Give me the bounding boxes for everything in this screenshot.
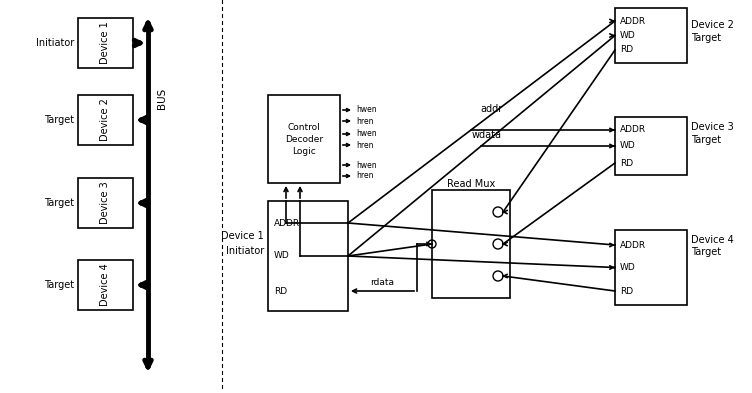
Text: hwen: hwen	[356, 105, 377, 114]
Bar	[615, 230, 687, 305]
Text: Device 1: Device 1	[221, 231, 264, 241]
Text: hren: hren	[356, 141, 374, 149]
Bar	[78, 178, 133, 228]
Bar	[78, 95, 133, 145]
Text: Logic: Logic	[292, 147, 316, 156]
Text: RD: RD	[620, 46, 633, 55]
Bar	[268, 95, 340, 183]
Text: WD: WD	[620, 141, 635, 151]
Text: Device 4: Device 4	[101, 264, 111, 307]
Text: WD: WD	[620, 31, 635, 40]
Text: WD: WD	[274, 252, 290, 261]
Text: Device 2: Device 2	[691, 20, 734, 30]
Text: wdata: wdata	[472, 130, 502, 140]
Text: BUS: BUS	[157, 87, 167, 108]
Text: Initiator: Initiator	[226, 246, 264, 256]
Text: WD: WD	[620, 263, 635, 272]
Text: Target: Target	[691, 135, 721, 145]
Bar	[78, 260, 133, 310]
Text: ADDR: ADDR	[620, 241, 646, 250]
Text: Device 3: Device 3	[691, 122, 734, 132]
Text: hwen: hwen	[356, 160, 377, 169]
Bar	[268, 201, 348, 311]
Text: Initiator: Initiator	[36, 38, 74, 48]
Text: addr: addr	[481, 104, 502, 114]
Text: hwen: hwen	[356, 130, 377, 138]
Text: RD: RD	[620, 158, 633, 167]
Text: hren: hren	[356, 116, 374, 125]
Text: ADDR: ADDR	[274, 219, 300, 228]
Text: Target: Target	[44, 198, 74, 208]
Bar	[615, 117, 687, 175]
Bar	[432, 190, 510, 298]
Text: rdata: rdata	[371, 278, 395, 287]
Text: Device 3: Device 3	[101, 182, 111, 224]
Bar	[78, 18, 133, 68]
Text: Control: Control	[287, 123, 320, 132]
Text: Target: Target	[691, 33, 721, 43]
Text: Device 4: Device 4	[691, 235, 734, 245]
Text: Decoder: Decoder	[285, 134, 323, 143]
Text: Read Mux: Read Mux	[447, 179, 495, 189]
Text: Target: Target	[691, 247, 721, 257]
Text: hren: hren	[356, 171, 374, 180]
Text: RD: RD	[620, 286, 633, 296]
Text: RD: RD	[274, 286, 287, 296]
Text: Target: Target	[44, 280, 74, 290]
Bar	[615, 8, 687, 63]
Text: ADDR: ADDR	[620, 17, 646, 26]
Text: Device 1: Device 1	[101, 22, 111, 64]
Text: Device 2: Device 2	[101, 99, 111, 141]
Text: Target: Target	[44, 115, 74, 125]
Text: ADDR: ADDR	[620, 125, 646, 134]
